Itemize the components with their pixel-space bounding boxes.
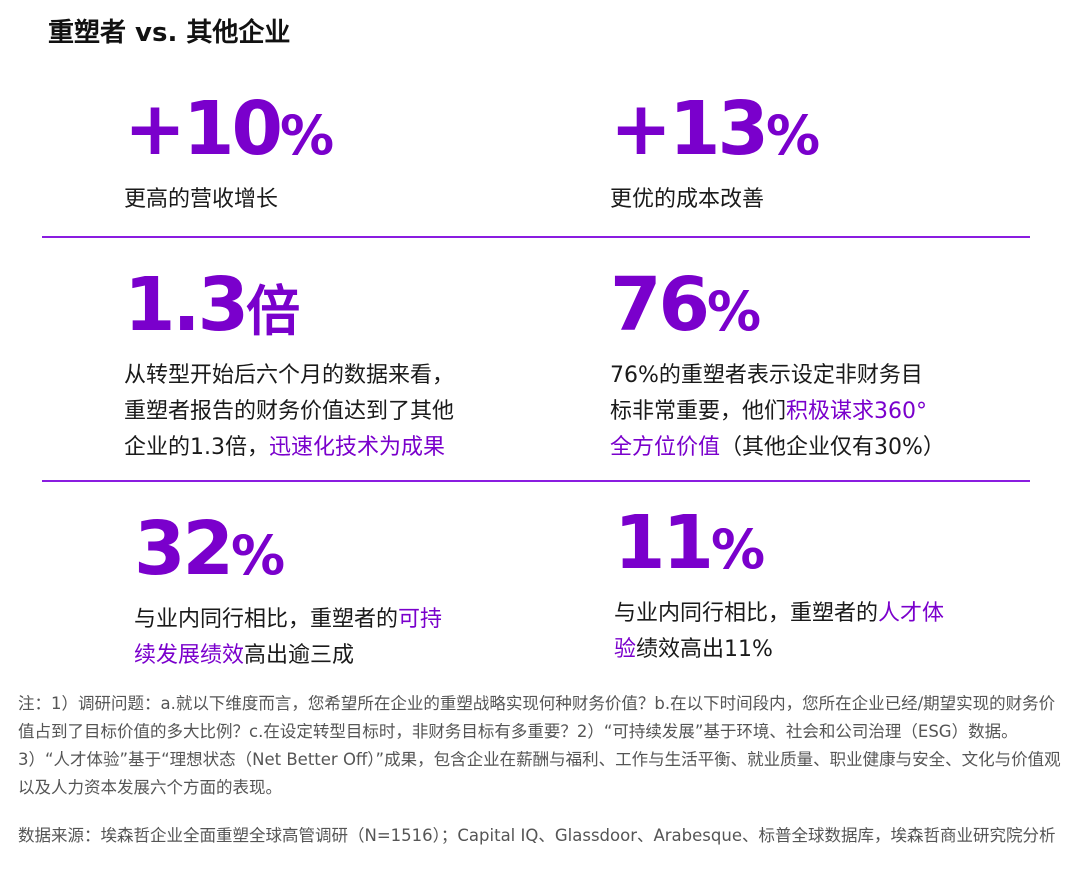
stat-description: 更高的营收增长	[124, 182, 333, 218]
desc-line: 与业内同行相比，重塑者的人才体	[614, 601, 945, 626]
desc-line: 更高的营收增长	[124, 187, 279, 212]
stat-value: +13%	[610, 86, 820, 172]
stat-description: 从转型开始后六个月的数据来看， 重塑者报告的财务价值达到了其他 企业的1.3倍，…	[124, 358, 454, 466]
stat-revenue-growth: +10% 更高的营收增长	[124, 86, 334, 218]
desc-line: 全方位价值（其他企业仅有30%）	[610, 435, 945, 460]
highlight-text: 验	[614, 637, 637, 662]
desc-line: 标非常重要，他们积极谋求360°	[610, 399, 928, 424]
stat-cost-improvement: +13% 更优的成本改善	[610, 86, 820, 218]
highlight-text: 全方位价值	[610, 435, 721, 460]
desc-line: 76%的重塑者表示设定非财务目	[610, 363, 923, 388]
desc-line: 续发展绩效高出逾三成	[134, 643, 355, 668]
stat-description: 与业内同行相比，重塑者的人才体 验绩效高出11%	[614, 596, 944, 668]
stat-description: 更优的成本改善	[610, 182, 819, 218]
highlight-text: 积极谋求360°	[786, 399, 928, 424]
page-title: 重塑者 vs. 其他企业	[48, 18, 291, 48]
highlight-text: 迅速化技术为成果	[269, 435, 446, 460]
stat-value: +10%	[124, 86, 334, 172]
section-divider	[42, 236, 1030, 238]
highlight-text: 人才体	[878, 601, 945, 626]
footnote: 注：1）调研问题：a.就以下维度而言，您希望所在企业的重塑战略实现何种财务价值？…	[18, 694, 1061, 797]
stat-financial-value: 1.3倍 从转型开始后六个月的数据来看， 重塑者报告的财务价值达到了其他 企业的…	[124, 268, 454, 466]
desc-line: 重塑者报告的财务价值达到了其他	[124, 399, 455, 424]
stat-value: 11%	[614, 500, 765, 586]
stat-description: 76%的重塑者表示设定非财务目 标非常重要，他们积极谋求360° 全方位价值（其…	[610, 358, 945, 466]
desc-line: 从转型开始后六个月的数据来看，	[124, 363, 455, 388]
stat-talent-experience: 11% 与业内同行相比，重塑者的人才体 验绩效高出11%	[614, 506, 944, 668]
desc-line: 企业的1.3倍，迅速化技术为成果	[124, 435, 446, 460]
section-divider	[42, 480, 1030, 482]
desc-line: 与业内同行相比，重塑者的可持	[134, 607, 443, 632]
highlight-text: 可持	[398, 607, 443, 632]
stat-value: 76%	[610, 262, 761, 348]
stat-sustainability: 32% 与业内同行相比，重塑者的可持 续发展绩效高出逾三成	[134, 512, 442, 674]
highlight-text: 续发展绩效	[134, 643, 245, 668]
stat-value: 1.3倍	[124, 262, 300, 348]
desc-line: 验绩效高出11%	[614, 637, 773, 662]
stat-value: 32%	[134, 506, 285, 592]
desc-line: 更优的成本改善	[610, 187, 765, 212]
stat-non-financial-goals: 76% 76%的重塑者表示设定非财务目 标非常重要，他们积极谋求360° 全方位…	[610, 268, 945, 466]
stat-description: 与业内同行相比，重塑者的可持 续发展绩效高出逾三成	[134, 602, 442, 674]
data-source: 数据来源：埃森哲企业全面重塑全球高管调研（N=1516）；Capital IQ、…	[18, 826, 1056, 845]
